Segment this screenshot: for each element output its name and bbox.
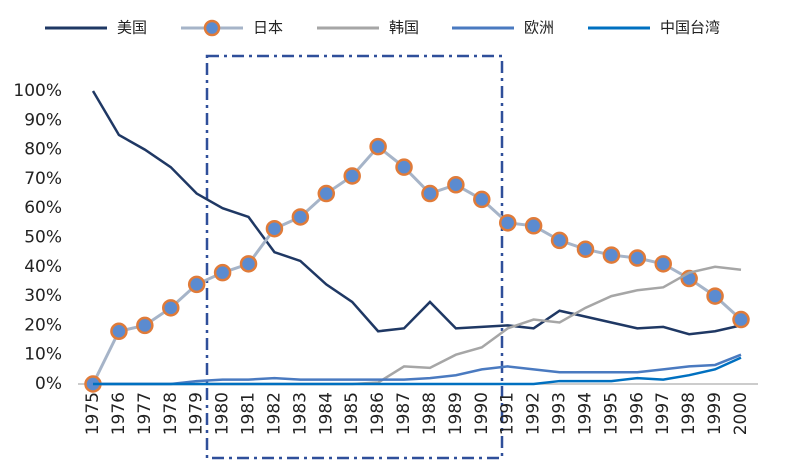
marker (732, 310, 750, 329)
marker (602, 246, 621, 264)
marker (369, 137, 387, 156)
marker (265, 219, 284, 238)
marker (706, 287, 724, 305)
x-tick-label: 1984 (316, 392, 336, 435)
x-tick-label: 1998 (679, 392, 699, 435)
series-line (93, 353, 742, 386)
x-tick-label: 1979 (187, 392, 207, 435)
marker (395, 158, 413, 176)
y-tick-label: 40% (24, 257, 62, 277)
y-tick-label: 20% (24, 315, 62, 335)
legend-label: 美国 (117, 19, 147, 37)
marker (628, 249, 647, 267)
x-tick-label: 1986 (368, 392, 388, 435)
x-tick-label: 1985 (342, 392, 362, 435)
y-tick-label: 90% (24, 110, 62, 130)
x-tick-label: 1994 (575, 392, 595, 435)
marker (239, 255, 258, 273)
legend-label: 韩国 (389, 19, 419, 37)
marker (110, 322, 128, 341)
x-tick-label: 1987 (394, 392, 414, 435)
y-tick-label: 80% (24, 140, 62, 160)
marker (550, 231, 569, 250)
marker (654, 255, 672, 273)
legend-label: 欧洲 (524, 19, 554, 37)
x-tick-label: 1977 (135, 392, 155, 435)
marker (136, 316, 154, 335)
series-line (91, 90, 742, 336)
x-tick-label: 1982 (264, 392, 284, 435)
x-tick-label: 1997 (653, 392, 673, 435)
y-tick-label: 70% (24, 169, 62, 189)
x-tick-label: 1976 (109, 392, 129, 435)
x-tick-label: 1978 (161, 392, 181, 435)
y-tick-label: 30% (24, 286, 62, 306)
x-tick-label: 1992 (524, 392, 544, 435)
x-tick-label: 1999 (705, 392, 725, 435)
marker (187, 275, 206, 294)
x-tick-label: 1990 (472, 392, 492, 435)
x-tick-label: 1983 (290, 392, 310, 435)
series-line (93, 356, 742, 386)
series-line (91, 144, 743, 385)
highlight-box (205, 54, 504, 460)
marker (576, 240, 595, 258)
y-tick-label: 50% (24, 228, 62, 248)
legend-marker (203, 19, 221, 37)
marker (213, 263, 232, 282)
y-tick-label: 10% (24, 345, 62, 365)
marker (162, 299, 180, 317)
legend-label: 中国台湾 (660, 19, 720, 37)
x-tick-label: 1991 (498, 392, 518, 435)
marker (317, 184, 336, 203)
y-tick-label: 0% (35, 374, 62, 394)
x-tick-label: 1980 (213, 392, 233, 435)
x-tick-label: 1981 (239, 392, 259, 435)
x-tick-label: 1993 (550, 392, 570, 435)
marker (498, 214, 517, 232)
y-tick-label: 60% (24, 198, 62, 218)
marker (343, 167, 361, 185)
legend-label: 日本 (253, 19, 283, 37)
x-tick-label: 1975 (83, 392, 103, 435)
x-tick-label: 1996 (627, 392, 647, 435)
marker (447, 176, 465, 194)
x-tick-label: 2000 (731, 392, 751, 435)
marker (473, 190, 491, 209)
y-tick-label: 100% (13, 81, 62, 101)
x-tick-label: 1989 (446, 392, 466, 435)
x-tick-label: 1995 (601, 392, 621, 435)
x-tick-label: 1988 (420, 392, 440, 435)
marker (421, 184, 439, 203)
marker (291, 208, 310, 226)
marker (524, 217, 543, 235)
